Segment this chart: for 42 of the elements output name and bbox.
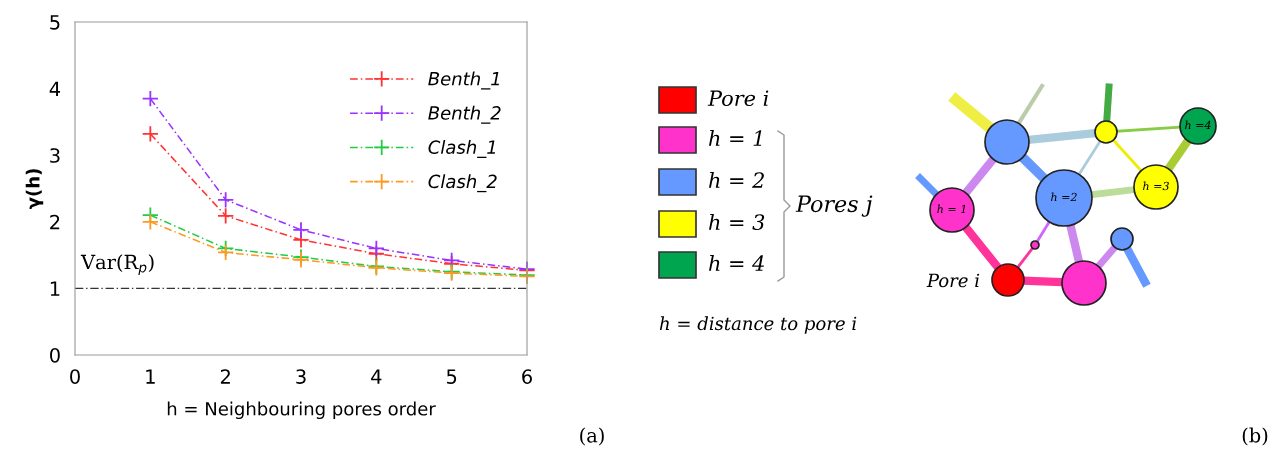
text: h = 2 [709,171,764,188]
text: h = 3 [709,213,765,231]
text: h = 1 [937,204,966,214]
y-tick-label: 3 [50,148,60,163]
text: h =3 [1143,181,1169,191]
point [367,239,385,257]
point [141,213,159,231]
y-tick-label: 5 [50,15,60,30]
y-tick-label: 0 [50,347,60,363]
point [217,207,235,225]
legend-label: Benth_1 [428,71,499,90]
text: h = 4 [709,254,764,271]
x-tick-label: 6 [522,369,532,384]
text: Pores j [795,195,873,217]
text: h = distance to pore i [659,316,857,334]
legend-label: Clash_1 [428,140,496,158]
point [217,243,235,261]
legend-label: Benth_2 [428,105,501,124]
y-tick-label: 1 [50,281,60,296]
point [141,90,159,108]
x-axis-title: h = Neighbouring pores order [167,401,436,420]
y-tick-label: 2 [50,214,60,230]
x-tick-label: 3 [296,369,306,384]
text: Pore i [707,90,769,107]
ref-line-label: Var(R$_{p}$) [80,254,154,276]
x-tick-label: 0 [70,369,80,384]
x-tick-label: 1 [146,369,155,384]
text: h =4 [1185,120,1211,130]
text: (a) [580,427,604,446]
point [217,191,235,209]
x-tick-label: 2 [220,369,230,384]
point [292,221,310,239]
x-tick-label: 5 [446,369,457,384]
text: h = 1 [709,129,762,146]
y-tick-label: 4 [49,81,61,96]
text: h =2 [1051,192,1077,202]
y-axis-title: γ(h) [25,169,44,210]
legend-label: Clash_2 [428,174,497,193]
text: Pore i [926,273,980,288]
x-tick-label: 4 [371,369,382,384]
point [141,125,159,143]
text: (b) [1242,427,1268,446]
